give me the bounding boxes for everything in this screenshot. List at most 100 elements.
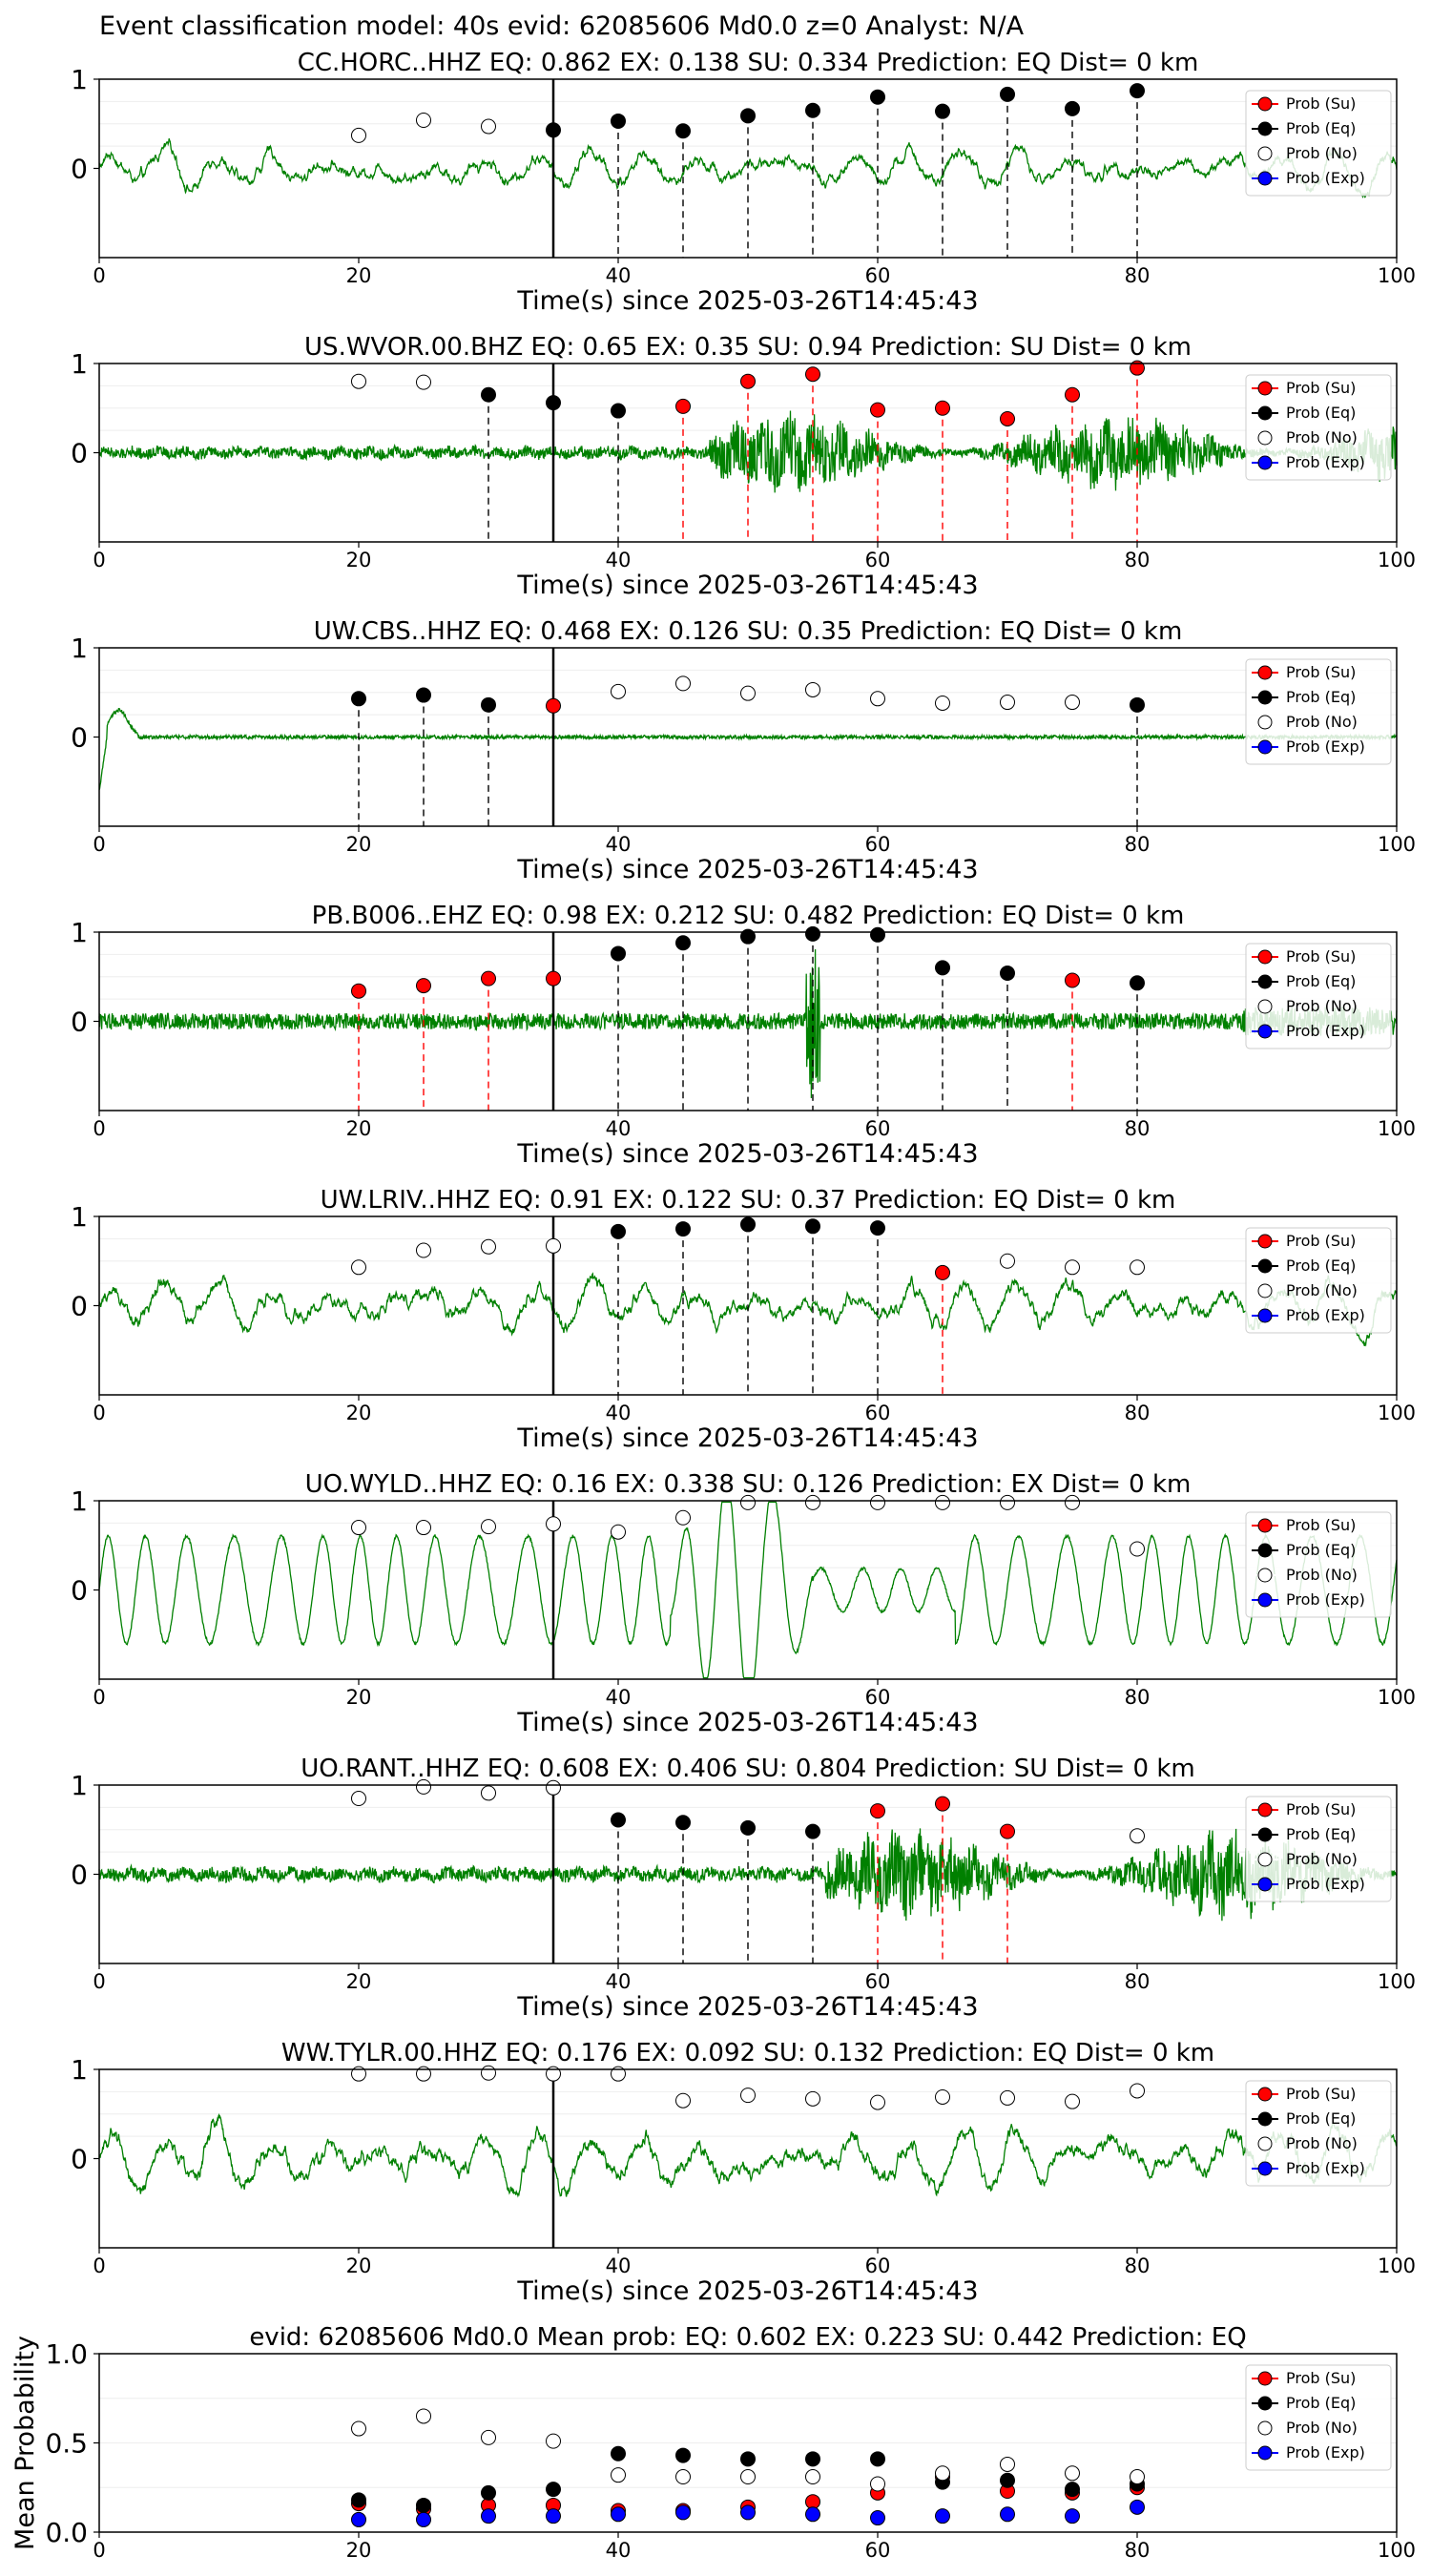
x-tick-label: 60: [865, 549, 891, 571]
mean-point-no: [675, 2469, 691, 2485]
point-no: [1000, 1253, 1015, 1269]
legend-label: Prob (Exp): [1286, 2159, 1365, 2177]
legend-marker: [1257, 949, 1273, 965]
mean-point-no: [870, 2476, 885, 2492]
legend-box: [1245, 1227, 1392, 1334]
point-no: [481, 1238, 496, 1255]
legend-label: Prob (No): [1286, 428, 1358, 447]
point-eq: [611, 113, 626, 129]
legend-label: Prob (Exp): [1286, 169, 1365, 187]
panel-9: evid: 62085606 Md0.0 Mean prob: EQ: 0.60…: [10, 2323, 1416, 2562]
point-no: [1130, 1259, 1145, 1276]
legend-label: Prob (Exp): [1286, 453, 1365, 471]
point-eq: [611, 945, 626, 962]
point-no: [870, 2094, 885, 2110]
legend-marker: [1257, 121, 1273, 136]
x-tick-label: 20: [346, 1402, 372, 1424]
legend-marker: [1257, 999, 1273, 1014]
point-no: [481, 118, 496, 135]
mean-point-eq: [481, 2484, 496, 2501]
x-tick-label: 100: [1378, 264, 1416, 287]
legend-marker: [1257, 1283, 1273, 1298]
point-no: [740, 2088, 756, 2104]
point-no: [416, 2066, 431, 2082]
legend-label: Prob (No): [1286, 144, 1358, 162]
x-tick-label: 80: [1125, 1970, 1151, 1993]
point-eq: [611, 1223, 626, 1239]
x-tick-label: 80: [1125, 2254, 1151, 2277]
y-tick-label: 1: [71, 917, 88, 948]
point-no: [416, 1242, 431, 1258]
point-eq: [675, 935, 691, 951]
point-eq: [1000, 86, 1015, 102]
point-eq: [611, 1812, 626, 1828]
legend-marker: [1257, 1518, 1273, 1533]
point-eq: [870, 1220, 885, 1236]
legend-label: Prob (Su): [1286, 947, 1356, 966]
point-su: [805, 366, 820, 383]
x-tick-label: 0: [93, 2539, 105, 2562]
point-su: [935, 400, 950, 416]
legend-label: Prob (Su): [1286, 1516, 1356, 1534]
point-no: [481, 2065, 496, 2081]
point-eq: [675, 1221, 691, 1237]
legend-box: [1245, 374, 1392, 481]
legend-label: Prob (Exp): [1286, 1306, 1365, 1324]
x-tick-label: 40: [606, 1686, 632, 1709]
legend-label: Prob (Eq): [1286, 1257, 1356, 1275]
point-eq: [805, 102, 820, 118]
point-eq: [351, 691, 366, 707]
point-su: [870, 1803, 885, 1819]
mean-point-no: [740, 2469, 756, 2485]
point-no: [1000, 695, 1015, 711]
waveform-trace: [98, 1501, 1398, 1679]
point-no: [935, 1494, 950, 1510]
panels: CC.HORC..HHZ EQ: 0.862 EX: 0.138 SU: 0.3…: [10, 49, 1416, 2562]
point-no: [1000, 2089, 1015, 2106]
x-tick-label: 80: [1125, 2539, 1151, 2562]
legend-marker: [1257, 2445, 1273, 2461]
x-tick-label: 20: [346, 833, 372, 856]
mean-point-eq: [611, 2445, 626, 2462]
point-su: [1000, 410, 1015, 426]
point-eq: [1130, 975, 1145, 991]
y-tick-label: 1: [71, 2054, 88, 2086]
legend-marker: [1257, 405, 1273, 421]
legend-label: Prob (Exp): [1286, 1022, 1365, 1040]
point-no: [935, 2088, 950, 2105]
x-tick-label: 60: [865, 2539, 891, 2562]
legend-marker: [1257, 974, 1273, 989]
point-eq: [740, 1819, 756, 1836]
x-axis-label: Time(s) since 2025-03-26T14:45:43: [516, 571, 978, 600]
point-no: [416, 1778, 431, 1795]
x-axis-label: Time(s) since 2025-03-26T14:45:43: [516, 1139, 978, 1169]
panel-7: UO.RANT..HHZ EQ: 0.608 EX: 0.406 SU: 0.8…: [71, 1755, 1416, 2022]
mean-point-eq: [416, 2497, 431, 2513]
legend-label: Prob (Exp): [1286, 2443, 1365, 2462]
point-no: [675, 675, 691, 692]
mean-point-no: [1130, 2469, 1145, 2485]
point-no: [546, 1779, 561, 1796]
mean-point-exp: [611, 2506, 626, 2523]
legend-marker: [1257, 1877, 1273, 1892]
x-axis-label: Time(s) since 2025-03-26T14:45:43: [516, 1708, 978, 1737]
mean-point-exp: [351, 2511, 366, 2527]
x-tick-label: 60: [865, 1686, 891, 1709]
x-tick-label: 40: [606, 549, 632, 571]
point-no: [351, 1259, 366, 1276]
y-tick-label: 1: [71, 1485, 88, 1517]
point-eq: [1130, 696, 1145, 713]
x-tick-label: 40: [606, 1970, 632, 1993]
x-tick-label: 20: [346, 1686, 372, 1709]
x-tick-label: 40: [606, 264, 632, 287]
x-tick-label: 0: [93, 1970, 105, 1993]
legend-label: Prob (Su): [1286, 2085, 1356, 2103]
x-tick-label: 40: [606, 2254, 632, 2277]
panel-title: evid: 62085606 Md0.0 Mean prob: EQ: 0.60…: [249, 2323, 1246, 2352]
x-tick-label: 80: [1125, 1402, 1151, 1424]
panel-title: UW.LRIV..HHZ EQ: 0.91 EX: 0.122 SU: 0.37…: [321, 1186, 1176, 1215]
legend-label: Prob (Eq): [1286, 119, 1356, 137]
point-eq: [805, 1823, 820, 1839]
y-tick-label: 1: [71, 1770, 88, 1801]
